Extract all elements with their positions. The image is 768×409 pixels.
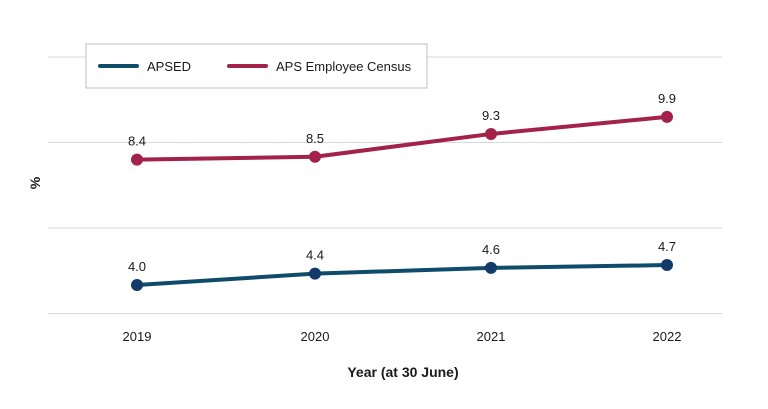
data-point-apsed — [131, 279, 143, 291]
x-axis-label: Year (at 30 June) — [347, 364, 458, 380]
data-point-census — [131, 153, 143, 166]
data-point-apsed — [661, 259, 673, 272]
data-point-apsed — [309, 267, 321, 280]
data-label-census: 8.4 — [128, 134, 146, 149]
x-tick-label: 2020 — [301, 329, 330, 344]
data-label-apsed: 4.6 — [482, 242, 500, 257]
series-line-census — [135, 114, 669, 162]
gridlines — [48, 56, 722, 314]
data-label-census: 9.3 — [482, 108, 500, 123]
x-tick-label: 2022 — [653, 329, 682, 344]
data-point-census — [309, 150, 321, 163]
legend-label-apsed: APSED — [147, 59, 191, 74]
data-label-apsed: 4.0 — [128, 259, 146, 274]
y-axis-label: % — [27, 176, 43, 189]
data-label-apsed: 4.7 — [658, 239, 676, 254]
series-line-apsed — [135, 263, 669, 287]
x-tick-label: 2019 — [123, 329, 152, 344]
data-point-census — [661, 110, 673, 123]
data-label-census: 8.5 — [306, 131, 324, 146]
legend: APSED APS Employee Census — [85, 43, 428, 89]
series-layer — [131, 110, 673, 291]
x-tick-label: 2021 — [477, 329, 506, 344]
x-axis-ticks: 2019 2020 2021 2022 — [123, 329, 682, 344]
data-label-apsed: 4.4 — [306, 248, 324, 263]
data-point-apsed — [485, 261, 497, 274]
legend-label-census: APS Employee Census — [276, 59, 412, 74]
data-label-census: 9.9 — [658, 91, 676, 106]
data-labels: 4.0 4.4 4.6 4.7 8.4 8.5 9.3 9.9 — [128, 91, 676, 274]
data-point-census — [485, 127, 497, 140]
